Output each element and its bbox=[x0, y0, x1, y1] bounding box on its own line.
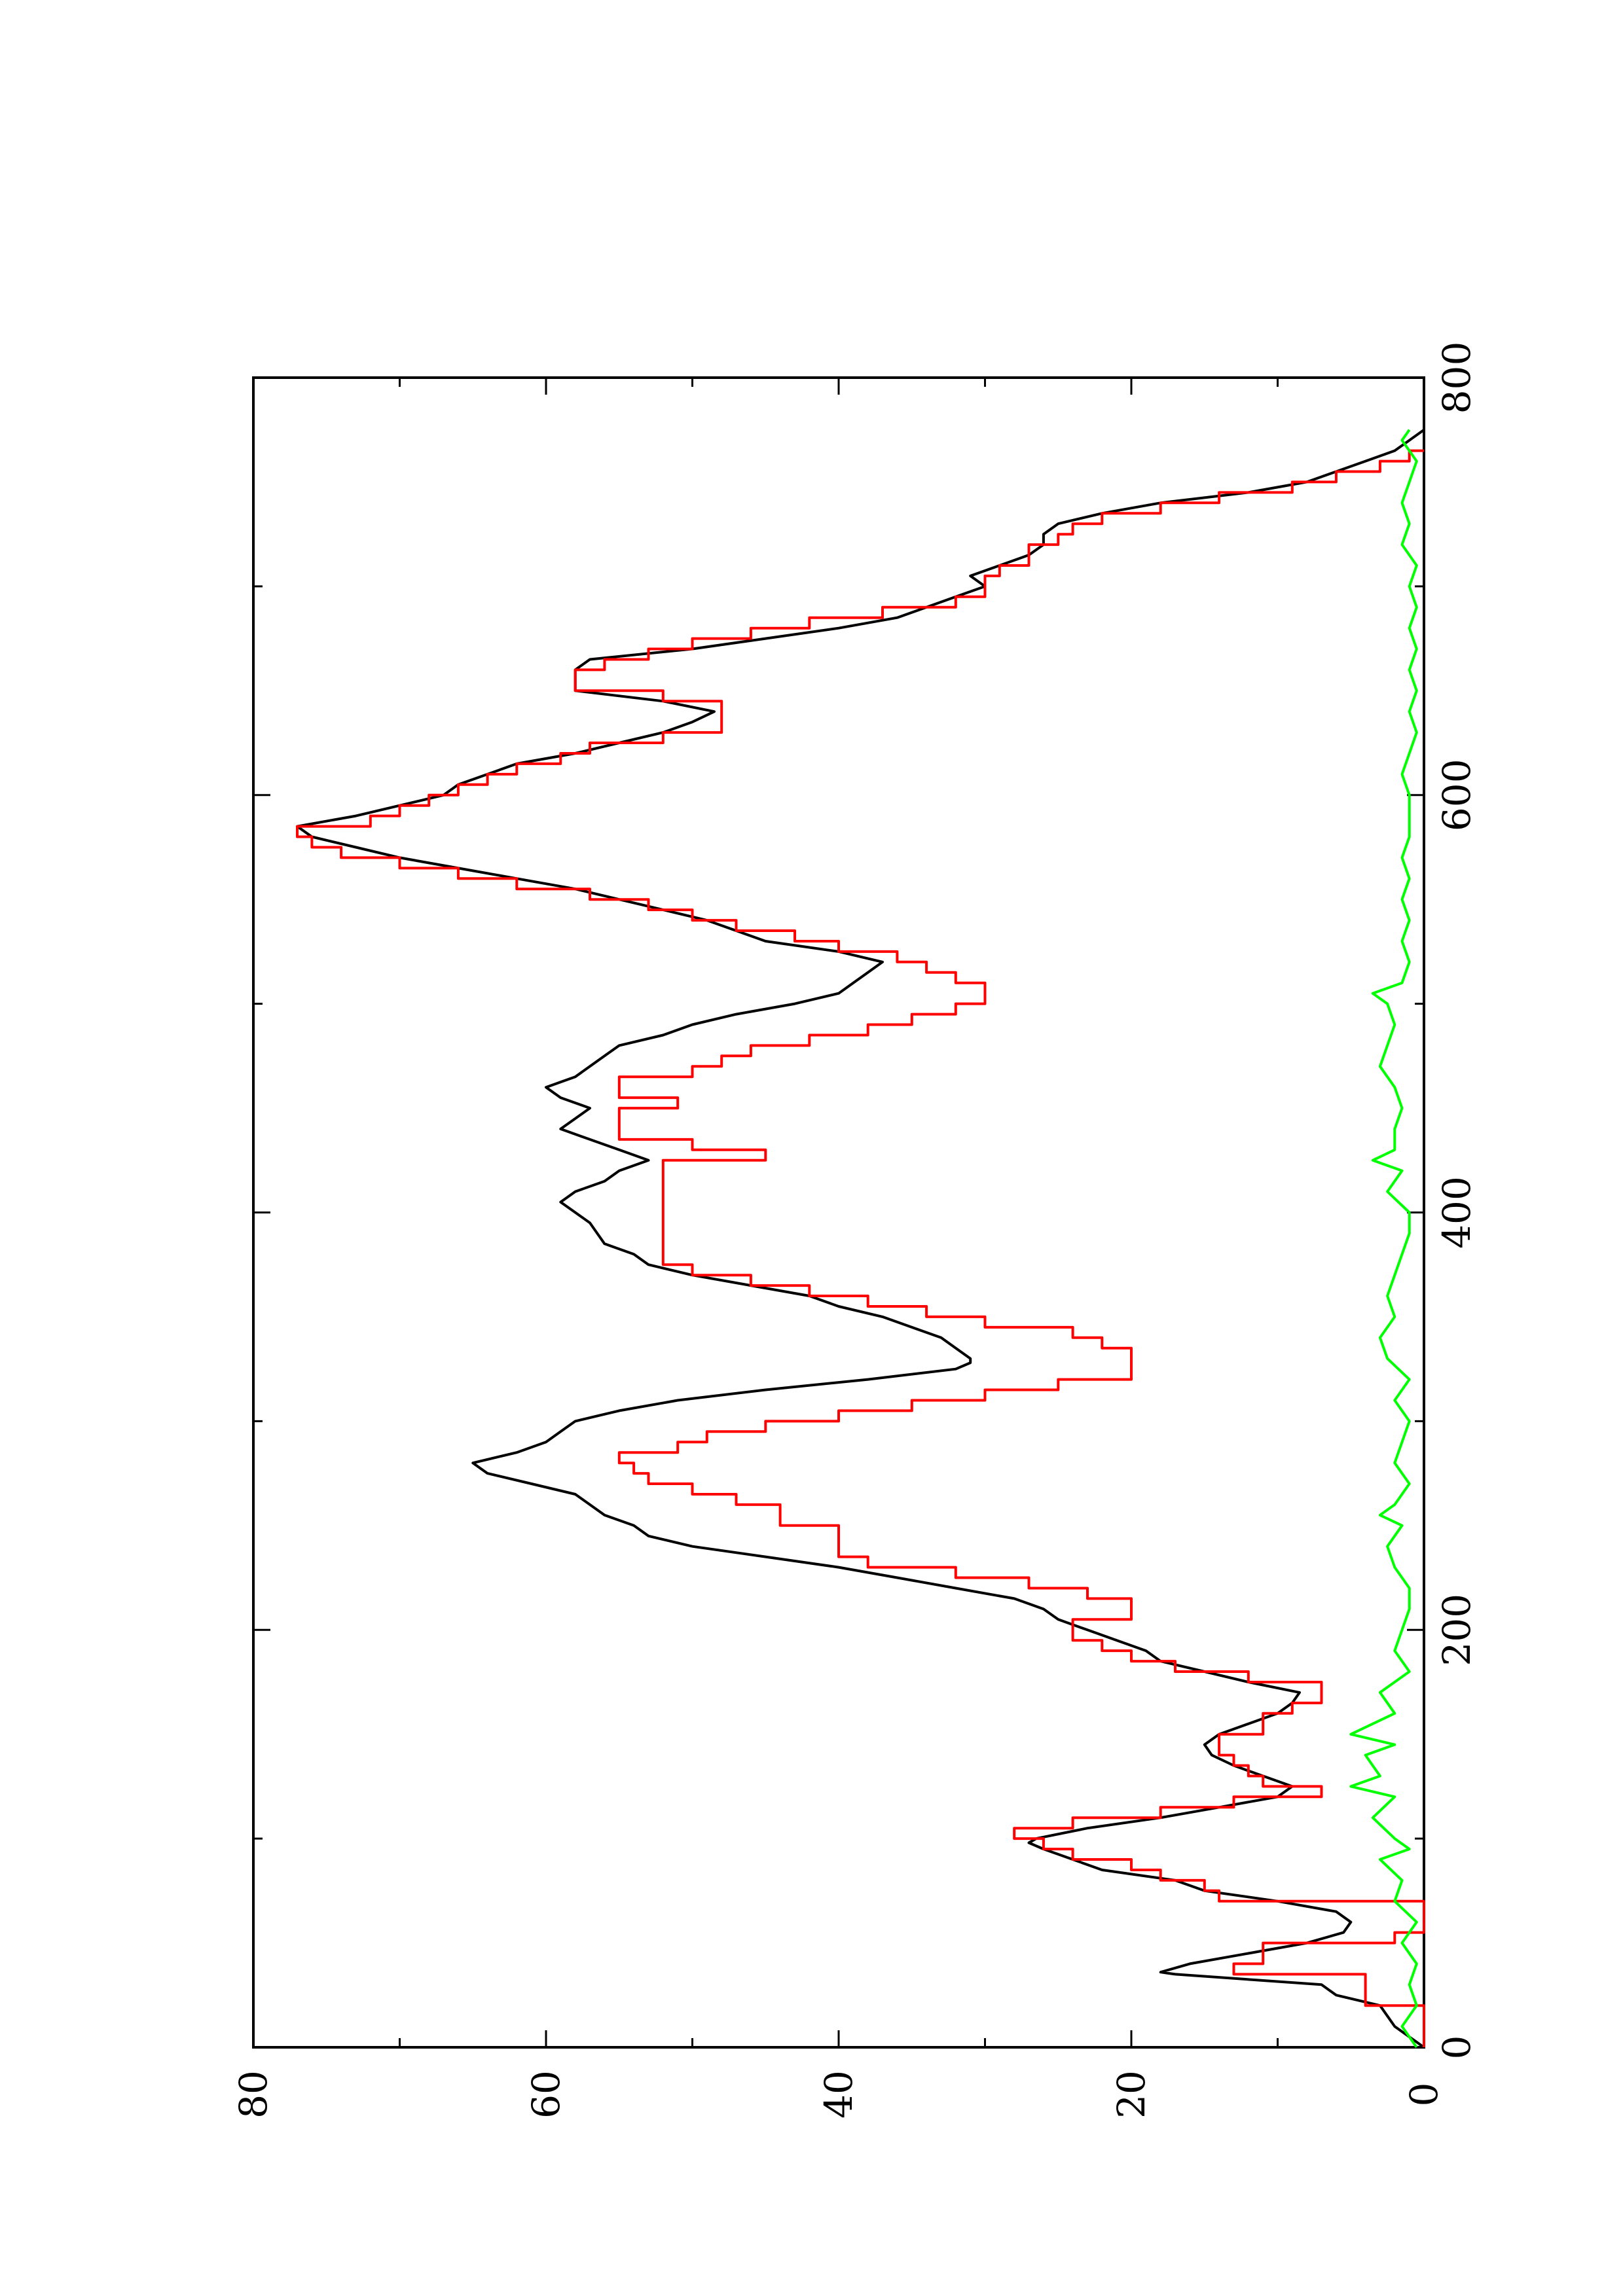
x-tick-label: 0 bbox=[1434, 2036, 1479, 2060]
x-tick-label: 800 bbox=[1434, 342, 1479, 414]
series-line-3 bbox=[1349, 429, 1418, 2049]
series-line-2 bbox=[296, 449, 1425, 2047]
y-tick-label: 60 bbox=[524, 2070, 568, 2119]
y-tick-label: 80 bbox=[231, 2070, 276, 2119]
y-tick-label: 20 bbox=[1109, 2070, 1154, 2119]
x-tick-label: 400 bbox=[1434, 1176, 1479, 1249]
series-line-1 bbox=[296, 429, 1425, 2049]
axis-tick-labels: 0 200 400 600 800 0 20 40 60 80 bbox=[231, 342, 1479, 2119]
x-tick-label: 600 bbox=[1434, 759, 1479, 831]
axis-ticks bbox=[252, 376, 1425, 2049]
x-tick-label: 200 bbox=[1434, 1594, 1479, 1666]
y-tick-label: 40 bbox=[816, 2070, 861, 2119]
y-tick-label: 0 bbox=[1402, 2083, 1446, 2107]
data-series bbox=[296, 429, 1425, 2049]
